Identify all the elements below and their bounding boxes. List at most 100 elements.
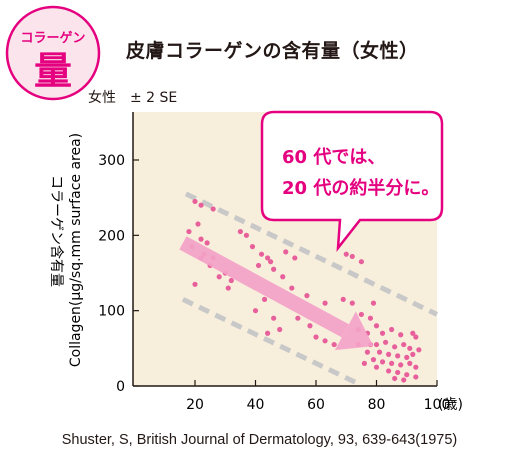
data-point [398,362,404,368]
collagen-amount-badge: コラーゲン 量 [5,5,101,101]
data-point [358,311,364,318]
data-point [271,315,277,321]
data-point [386,351,392,357]
data-point [210,206,216,212]
source-citation: Shuster, S, British Journal of Dermatolo… [61,432,458,448]
x-tick-label: 80 [368,397,386,413]
data-point [313,334,319,340]
data-point [407,360,413,366]
band-upper [184,191,439,317]
data-point [373,364,380,370]
data-point [280,274,286,280]
y-tick-label: 200 [98,228,125,244]
data-point [258,251,265,257]
x-tick-label: 60 [307,397,325,413]
badge-line2: 量 [34,49,72,93]
badge-circle [5,5,101,101]
data-point [295,315,301,321]
data-point [395,369,401,376]
data-point [271,266,277,272]
y-tick-label: 300 [98,153,125,169]
data-point [292,255,298,261]
data-point [277,326,283,333]
data-point [322,338,328,344]
y-axis-label-en: Collagen(μg/sq.mm surface area) [68,133,84,367]
data-point [349,253,355,260]
data-point [361,360,367,366]
data-point [395,353,401,359]
data-point [228,277,234,284]
data-point [404,372,410,378]
data-point [401,341,407,348]
data-point [389,326,395,333]
data-point [379,330,386,336]
chart-subtitle: 女性 ± 2 SE [88,90,178,106]
data-point [413,334,419,340]
data-point [265,255,271,261]
data-point [386,368,392,374]
collagen-scatter-chart: 0 100 200 300 20 40 60 80 100 (歳) コラーゲン含有量 Colla… [48,110,463,413]
data-point [370,357,377,363]
data-point [373,323,380,329]
x-axis-unit-label: (歳) [438,397,463,413]
data-point [304,293,310,299]
data-point [243,232,250,238]
data-point [379,359,386,365]
data-point [322,300,328,306]
callout-bubble: 60 代では、 20 代の約半分に。 [260,110,444,252]
badge-line1: コラーゲン [20,30,85,46]
data-point [204,240,210,246]
page-title: 皮膚コラーゲンの含有量（女性） [126,40,419,62]
data-point [198,236,204,242]
data-point [343,251,349,257]
band-lower [181,297,357,385]
confidence-bands [181,191,439,385]
data-point [407,345,413,351]
data-point [349,300,355,306]
data-point [192,281,198,287]
callout-line1: 60 代では、 [282,147,385,168]
callout-shape [260,110,444,252]
data-point [261,296,268,302]
data-point [416,347,422,353]
data-point [404,354,410,360]
data-point [331,341,337,348]
data-point [249,244,256,250]
data-point [364,349,371,355]
data-point [198,202,204,208]
data-point [370,300,377,306]
y-tick-label: 0 [116,379,125,395]
tick-labels: 0 100 200 300 20 40 60 80 100 [98,153,450,413]
data-point [376,349,383,355]
data-point [225,285,231,291]
x-tick-label: 40 [247,397,265,413]
data-point [255,262,262,269]
data-point [413,374,419,380]
axes [132,112,437,387]
data-point [398,332,404,338]
data-point [410,351,416,357]
data-point [392,344,398,350]
data-point [237,228,243,235]
data-point [289,285,295,291]
trend-arrow [179,236,374,351]
data-point [216,274,222,280]
trend-arrow-shaft [179,236,349,338]
data-point [382,339,389,345]
data-point [413,364,419,370]
x-tick-label: 20 [186,397,204,413]
y-tick-label: 100 [98,304,125,320]
data-points [186,198,422,383]
data-point [195,221,201,227]
data-point [392,375,398,382]
data-point [373,341,380,348]
data-point [307,323,313,329]
data-point [283,249,289,255]
data-point [367,315,374,321]
x-tick-label: 100 [424,397,451,413]
y-axis-label-ja: コラーゲン含有量 [48,175,64,287]
data-point [186,228,192,235]
data-point [192,198,198,205]
data-point [401,377,407,383]
trend-arrow-head [334,311,374,351]
